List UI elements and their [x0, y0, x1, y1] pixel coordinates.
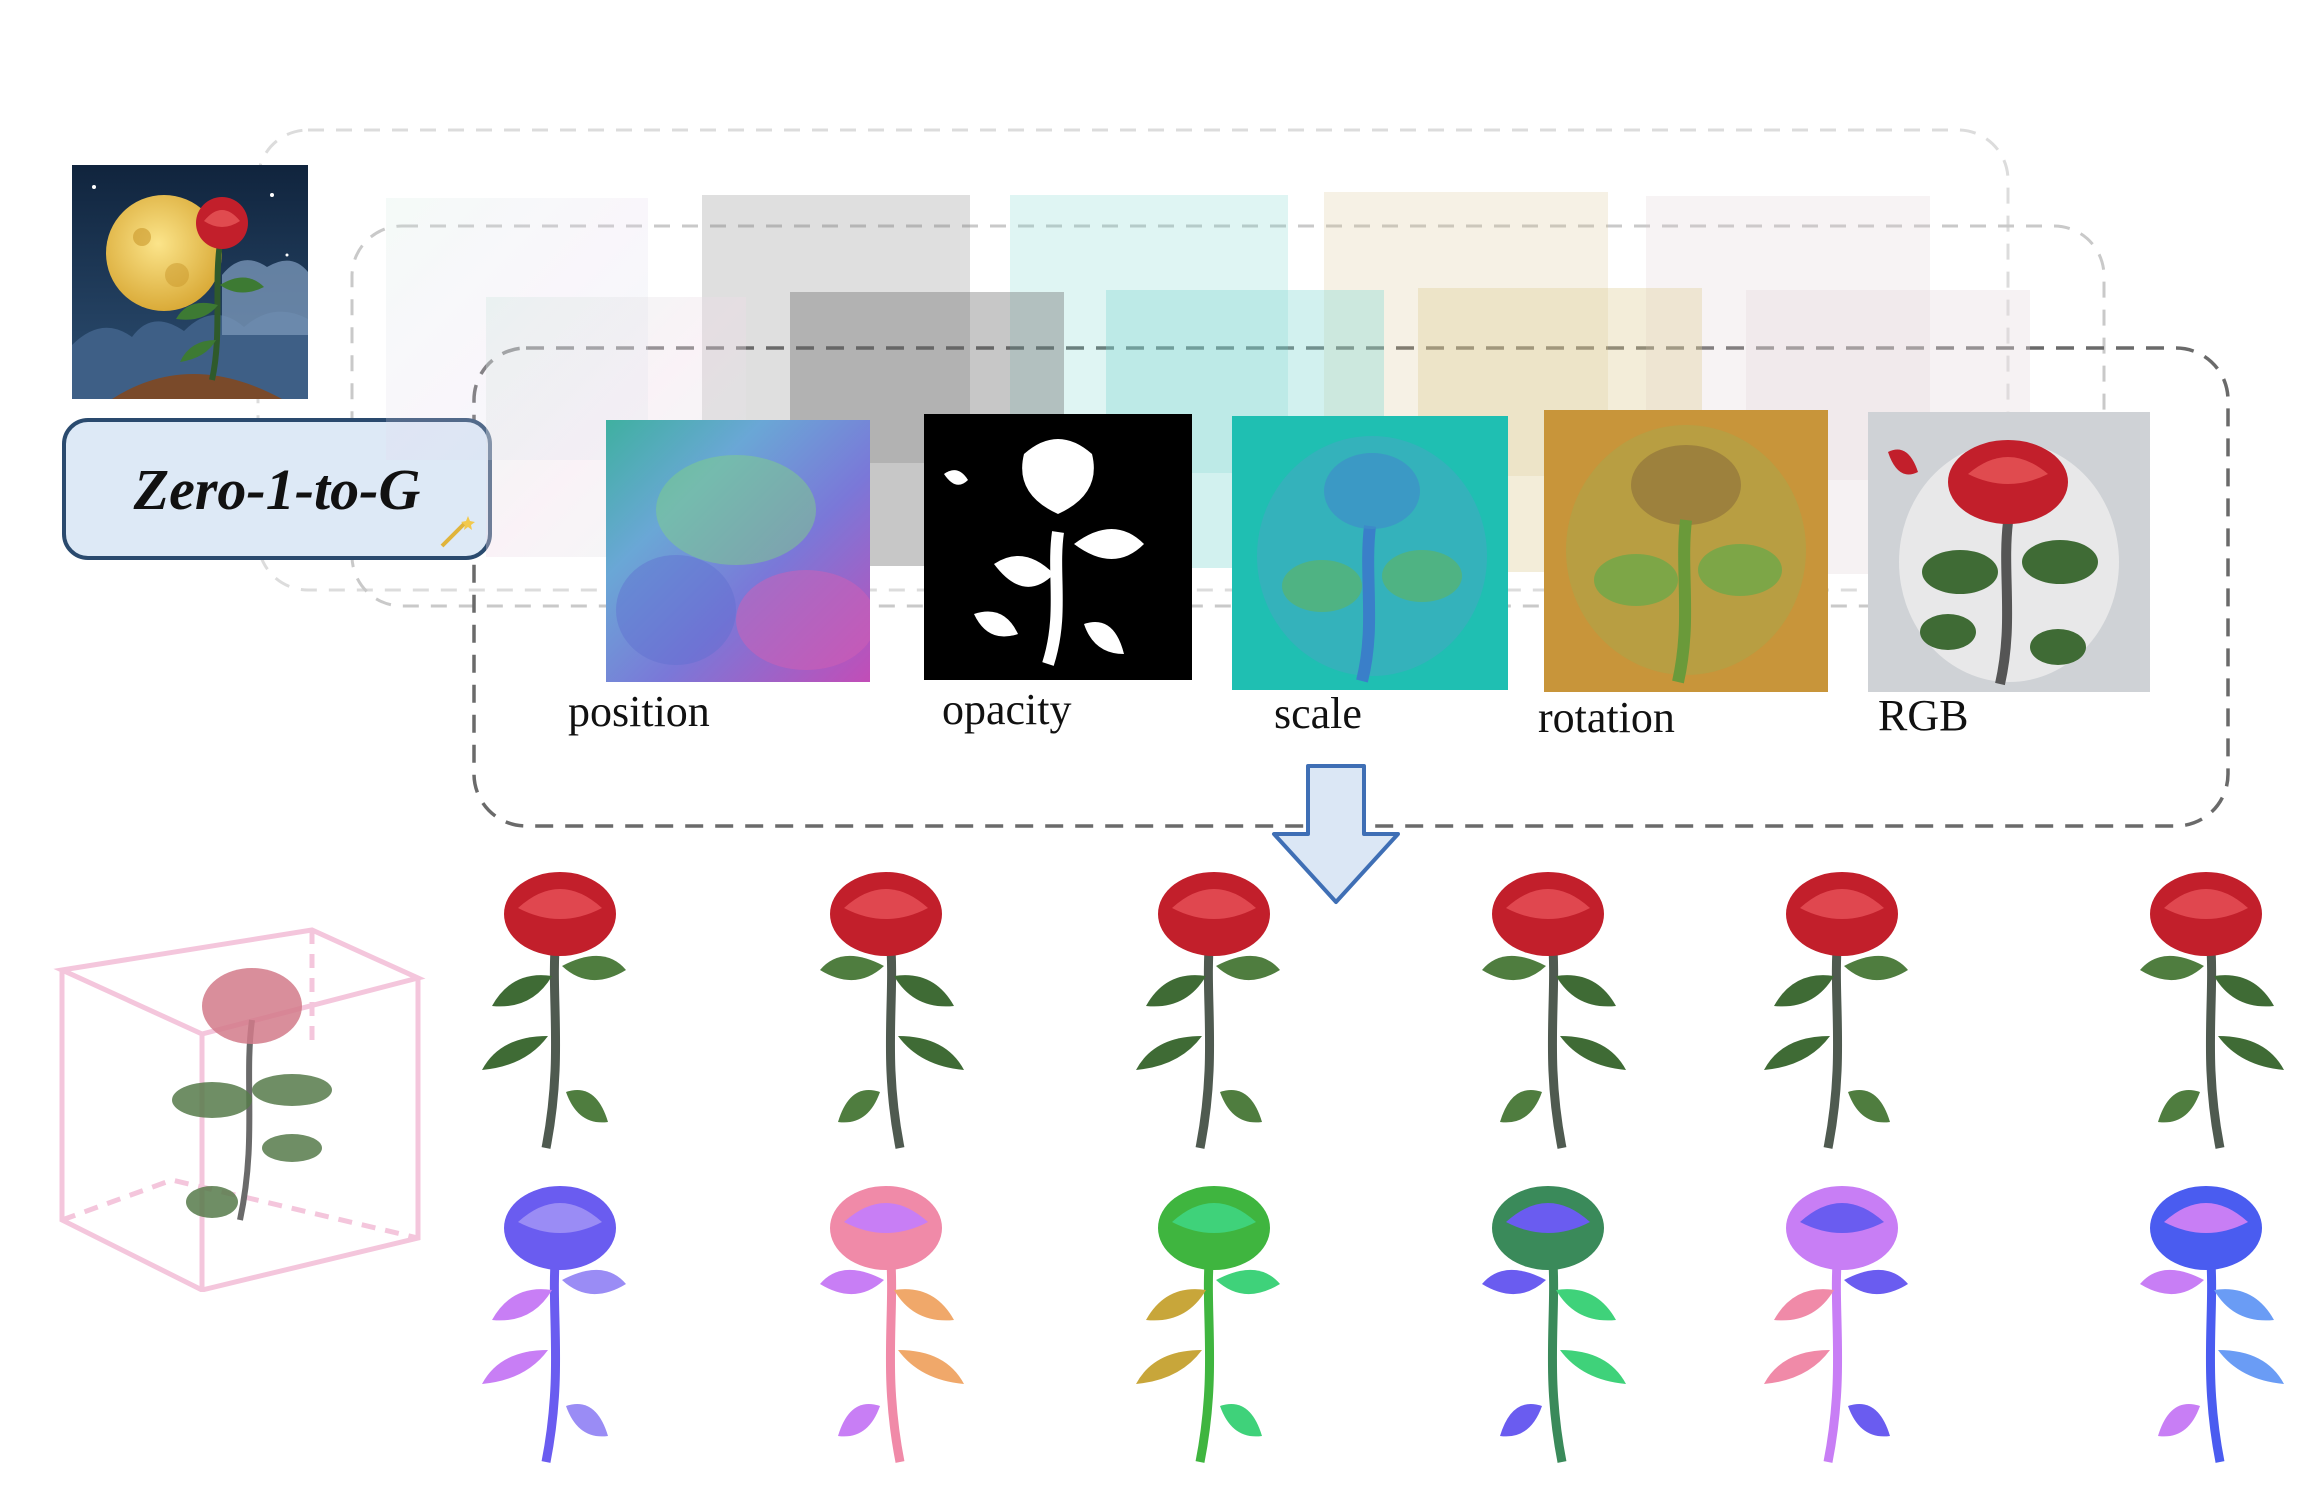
ghost-far-position: [386, 198, 648, 460]
position-map-texture: [616, 455, 870, 670]
label-scale: scale: [1274, 689, 1362, 738]
opacity-map: [924, 414, 1192, 680]
label-rotation: rotation: [1538, 693, 1675, 742]
normal-view-3: [1136, 1186, 1280, 1463]
moon-rose-illustration-icon: [72, 165, 308, 399]
back-frame-mid: [350, 224, 2106, 608]
down-arrow-icon: [1272, 764, 1400, 904]
rgb-view-3: [1136, 872, 1280, 1149]
scale-map-texture: [1257, 436, 1487, 683]
magic-wand-icon: [440, 516, 475, 548]
rgb-map: [1868, 412, 2150, 692]
model-box: Zero-1-to-G: [62, 418, 492, 560]
input-image: [72, 165, 308, 399]
position-map: [606, 420, 870, 682]
rgb-view-5: [1764, 872, 1908, 1149]
scale-map: [1232, 416, 1508, 690]
label-opacity: opacity: [942, 685, 1072, 734]
rotation-map: [1544, 410, 1828, 692]
rgb-view-6: [2140, 872, 2284, 1149]
rgb-view-4: [1482, 872, 1626, 1149]
point-cloud-cube-icon: [53, 927, 426, 1292]
model-name: Zero-1-to-G: [133, 457, 421, 522]
rgb-map-texture: [1888, 440, 2119, 686]
rgb-view-2: [820, 872, 964, 1149]
label-position: position: [568, 687, 710, 736]
label-rgb: RGB: [1878, 691, 1969, 740]
normal-view-4: [1482, 1186, 1626, 1463]
rgb-view-1: [482, 872, 626, 1149]
point-cloud-rose: [172, 968, 332, 1221]
opacity-rose-silhouette: [944, 439, 1144, 666]
normal-view-6: [2140, 1186, 2284, 1463]
normal-view-2: [820, 1186, 964, 1463]
rotation-map-texture: [1566, 425, 1806, 684]
normal-view-5: [1764, 1186, 1908, 1463]
normal-view-1: [482, 1186, 626, 1463]
